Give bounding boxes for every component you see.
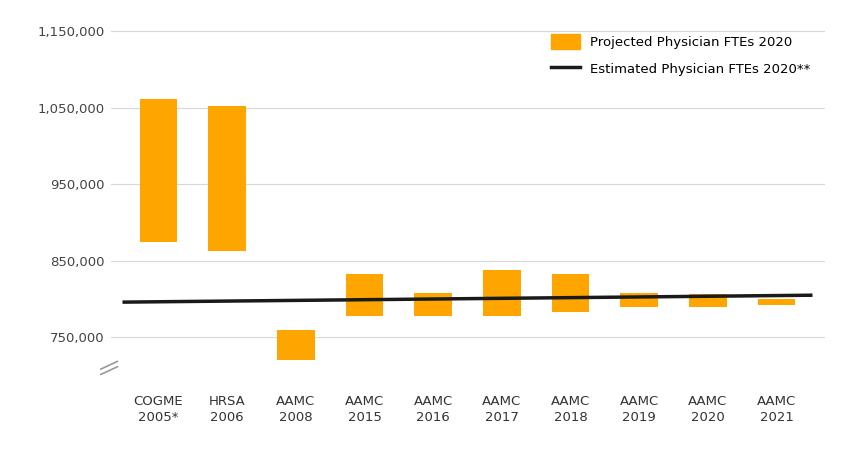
Bar bbox=[483, 270, 521, 316]
Bar bbox=[757, 299, 796, 305]
Bar bbox=[688, 295, 727, 307]
Legend: Projected Physician FTEs 2020, Estimated Physician FTEs 2020**: Projected Physician FTEs 2020, Estimated… bbox=[551, 34, 811, 76]
Bar bbox=[414, 293, 452, 316]
Bar bbox=[346, 274, 383, 316]
Bar bbox=[620, 293, 658, 307]
Bar bbox=[277, 329, 314, 360]
Bar bbox=[552, 274, 589, 312]
Bar bbox=[139, 99, 178, 242]
Bar bbox=[208, 106, 246, 251]
